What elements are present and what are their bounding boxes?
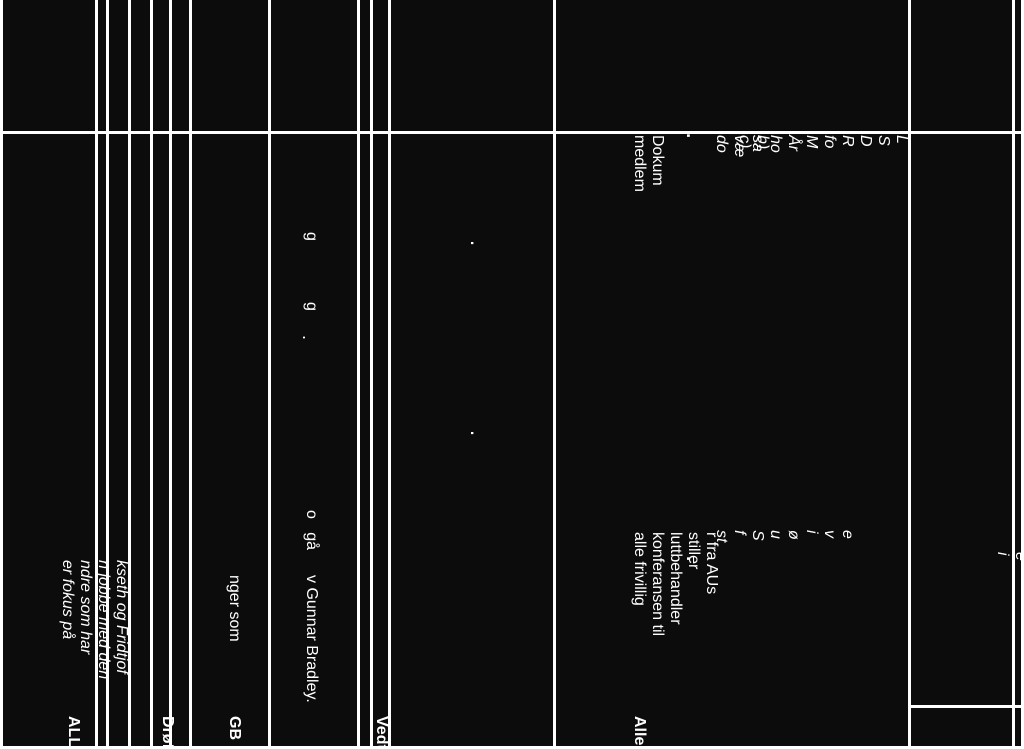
fragment-rfra: r fra AUs stiller luttbehandler konferan… [630,532,720,636]
table-vline [553,0,556,749]
table-vline [908,0,911,749]
table-vline [268,0,271,749]
cell-vedtak: Vedtak [372,716,390,749]
bullet-dot-3: . [465,240,491,246]
table-vline [169,0,172,749]
fragment-dokum: Dokum medlem [630,135,666,192]
fragment-g2: g [302,302,320,311]
fragment-g1: g [302,232,320,241]
table-vline [189,0,192,749]
scanned-table-page: e i b) c) L S D R fo M År ho sa væ do e … [0,0,1024,749]
cell-alle-oh: Alle + ØH [630,716,648,749]
fragment-nger: nger som [225,575,243,642]
fragment-ei: e i [993,552,1024,561]
fragment-gunnar: v Gunnar Bradley. [302,575,320,703]
cell-gb: GB [225,716,243,740]
bullet-dot-4: . [465,430,491,436]
fragment-g2-dot: . [298,335,319,340]
bullet-dot-1: . [680,132,711,139]
table-hline-partial [908,705,1024,708]
cell-drofting: Drøfting [158,716,176,749]
fragment-o-ga: o gå [302,510,320,550]
cell-alle: ALLE [64,716,82,749]
table-vline [0,0,3,749]
table-vline [150,0,153,749]
table-vline [357,0,360,749]
fragment-kseth: kseth og Fridtjof n jobbe med den ndre s… [58,560,130,679]
table-vline [370,0,373,749]
fragment-list-1: L S D R fo M År ho sa væ do [712,135,910,157]
table-hline [0,131,1024,134]
table-vline [388,0,391,749]
fragment-list-2: e v i ø u S f st [712,530,856,542]
table-vline [1012,0,1015,749]
